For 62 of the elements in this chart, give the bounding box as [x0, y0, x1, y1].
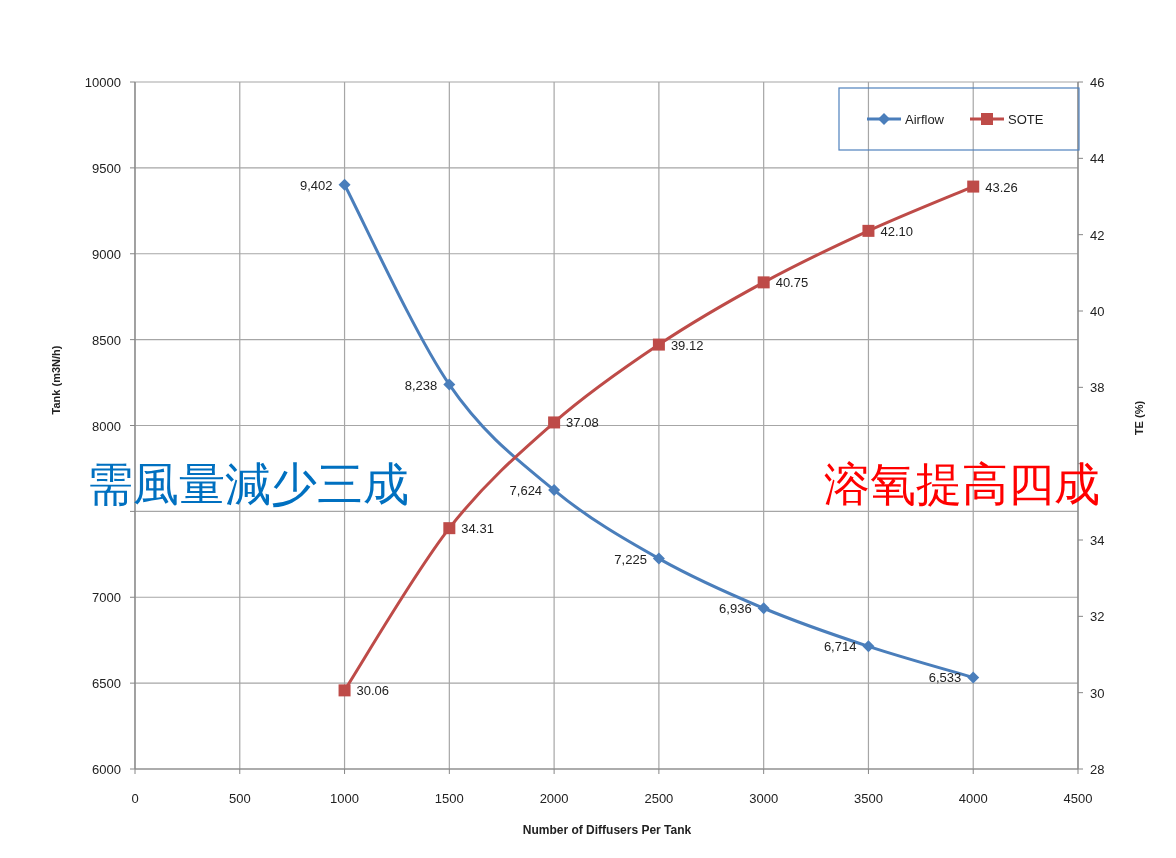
data-label: 34.31 [461, 521, 494, 537]
annotation: 溶氧提高四成 [824, 457, 1100, 511]
x-tick-label: 1000 [330, 791, 360, 806]
y-axis-title: Tank (m3N/h) [50, 345, 62, 415]
x-axis-title: Number of Diffusers Per Tank [522, 823, 692, 837]
x-tick-label: 4500 [1063, 791, 1093, 806]
point [443, 378, 456, 391]
y2-tick-label: 34 [1090, 533, 1105, 548]
data-label: 37.08 [566, 415, 599, 431]
y-tick-label: 6000 [92, 762, 121, 777]
annotation: 需風量減少三成 [87, 457, 409, 511]
y2-tick-label: 44 [1090, 151, 1105, 167]
point [967, 671, 980, 684]
data-label: 6,714 [823, 639, 857, 655]
point [757, 276, 770, 289]
y-tick-label: 9000 [92, 246, 121, 262]
data-label: 8,238 [404, 377, 438, 393]
y2-tick-label: 42 [1090, 227, 1105, 243]
y-tick-label: 8500 [92, 332, 121, 348]
data-label: 7,624 [509, 483, 543, 499]
y2-tick-label: 28 [1090, 762, 1105, 777]
data-label: 39.12 [670, 337, 704, 353]
y-tick-label: 8000 [92, 418, 121, 434]
x-tick-label: 500 [228, 791, 251, 806]
x-tick-label: 2000 [539, 791, 569, 806]
data-label: 6,936 [719, 601, 752, 617]
point [548, 416, 561, 429]
y2-tick-label: 46 [1090, 75, 1105, 90]
point [757, 602, 770, 615]
y-tick-label: 10000 [84, 75, 121, 90]
legend-label: Airflow [905, 112, 945, 127]
point [443, 522, 456, 535]
x-tick-label: 3000 [749, 791, 779, 806]
y2-tick-label: 40 [1090, 304, 1105, 319]
y2-tick-label: 38 [1090, 380, 1105, 396]
point [338, 684, 351, 697]
x-tick-label: 3500 [853, 791, 883, 806]
data-label: 6,533 [928, 670, 962, 686]
y-tick-label: 9500 [92, 160, 121, 176]
point [652, 338, 665, 351]
data-label: 42.10 [880, 223, 913, 239]
point [967, 180, 980, 193]
point [338, 178, 351, 191]
data-label: 9,402 [300, 177, 333, 193]
data-label: 7,225 [614, 551, 647, 567]
x-tick-label: 0 [131, 791, 139, 806]
y2-tick-label: 32 [1090, 609, 1105, 625]
y2-axis-title: TE (%) [1133, 400, 1145, 436]
x-tick-label: 1500 [434, 791, 464, 806]
point [548, 484, 561, 497]
point [862, 640, 875, 653]
x-tick-label: 2500 [644, 791, 674, 806]
y-tick-label: 7000 [92, 590, 121, 606]
y2-tick-label: 30 [1090, 685, 1105, 701]
x-tick-label: 4000 [958, 791, 988, 806]
point [862, 224, 875, 237]
data-label: 43.26 [985, 179, 1018, 195]
legend-label: SOTE [1008, 112, 1044, 127]
y-tick-label: 6500 [92, 676, 121, 692]
data-label: 40.75 [775, 275, 809, 291]
data-label: 30.06 [356, 683, 390, 699]
point [652, 552, 665, 565]
